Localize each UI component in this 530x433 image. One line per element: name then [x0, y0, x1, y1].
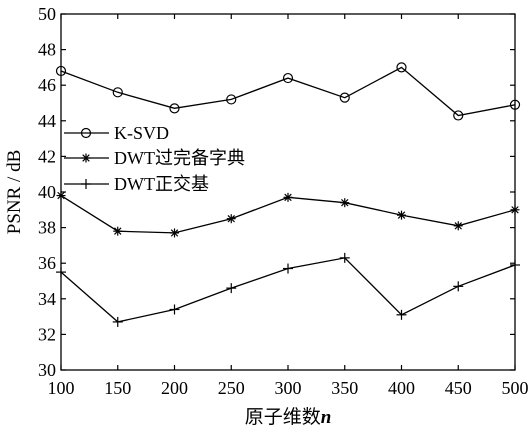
legend: K-SVD DWT过完备字典 DWT正交基: [64, 123, 245, 194]
legend-label: K-SVD: [114, 123, 169, 143]
data-point-asterisk: [510, 205, 520, 215]
data-point-plus: [339, 252, 350, 263]
data-point-asterisk: [340, 198, 350, 208]
data-point-circle: [169, 103, 180, 114]
data-point-plus: [396, 309, 407, 320]
data-point-plus: [226, 283, 237, 294]
legend-label: DWT过完备字典: [114, 148, 245, 168]
x-tick-label: 150: [104, 378, 131, 398]
data-point-circle: [509, 99, 521, 110]
data-point-circle: [396, 62, 407, 73]
data-point-circle: [55, 65, 67, 77]
x-axis-title-text: 原子维数: [245, 406, 321, 428]
data-point-plus: [453, 281, 464, 292]
legend-marker-circle: [80, 127, 92, 139]
x-axis-title: 原子维数n: [245, 406, 332, 428]
x-axis-title-variable: n: [321, 407, 332, 428]
data-point-plus: [56, 267, 66, 278]
data-point-asterisk: [283, 192, 293, 202]
series-layer: [55, 62, 521, 327]
legend-item: DWT正交基: [64, 174, 209, 194]
y-tick-label: 50: [38, 4, 56, 24]
legend-marker-asterisk: [81, 153, 91, 163]
data-point-asterisk: [397, 210, 406, 220]
data-point-asterisk: [226, 214, 236, 224]
series-line-circle: [60, 66, 516, 117]
data-point-asterisk: [56, 191, 66, 201]
y-tick-label: 32: [38, 324, 56, 344]
y-tick-label: 38: [38, 218, 56, 238]
legend-marker-plus: [81, 179, 91, 189]
data-point-circle: [282, 72, 294, 84]
data-point-circle: [453, 110, 464, 121]
data-point-asterisk: [453, 221, 463, 231]
x-tick-label: 200: [161, 378, 188, 398]
y-tick-label: 34: [38, 289, 56, 309]
x-tick-label: 100: [48, 378, 75, 398]
data-point-asterisk: [170, 228, 179, 238]
x-tick-label: 450: [445, 378, 472, 398]
data-point-asterisk: [113, 226, 123, 236]
y-tick-label: 40: [38, 182, 56, 202]
x-axis-ticks: 100 150 200 250 300 350 400 450 500: [48, 14, 529, 398]
data-point-plus: [283, 263, 293, 274]
data-point-circle: [226, 94, 237, 105]
data-point-circle: [339, 92, 350, 103]
x-tick-label: 500: [502, 378, 529, 398]
x-tick-label: 350: [331, 378, 358, 398]
legend-label: DWT正交基: [114, 174, 209, 194]
data-point-circle: [112, 87, 123, 98]
y-tick-label: 42: [38, 146, 56, 166]
x-tick-label: 250: [218, 378, 245, 398]
y-tick-label: 30: [38, 360, 56, 380]
data-point-plus: [112, 316, 123, 327]
y-tick-label: 36: [38, 253, 56, 273]
x-tick-label: 300: [275, 378, 302, 398]
x-tick-label: 400: [388, 378, 415, 398]
y-axis-ticks: 30 32 34 36 38 40 42 44 46 48 50: [38, 4, 515, 380]
y-tick-label: 48: [38, 40, 56, 60]
y-tick-label: 46: [38, 75, 56, 95]
y-axis-title: PSNR / dB: [4, 150, 25, 234]
data-point-plus: [169, 304, 180, 315]
legend-item: K-SVD: [64, 123, 169, 143]
data-point-plus: [510, 259, 520, 270]
legend-item: DWT过完备字典: [64, 148, 245, 168]
y-tick-label: 44: [38, 111, 56, 131]
